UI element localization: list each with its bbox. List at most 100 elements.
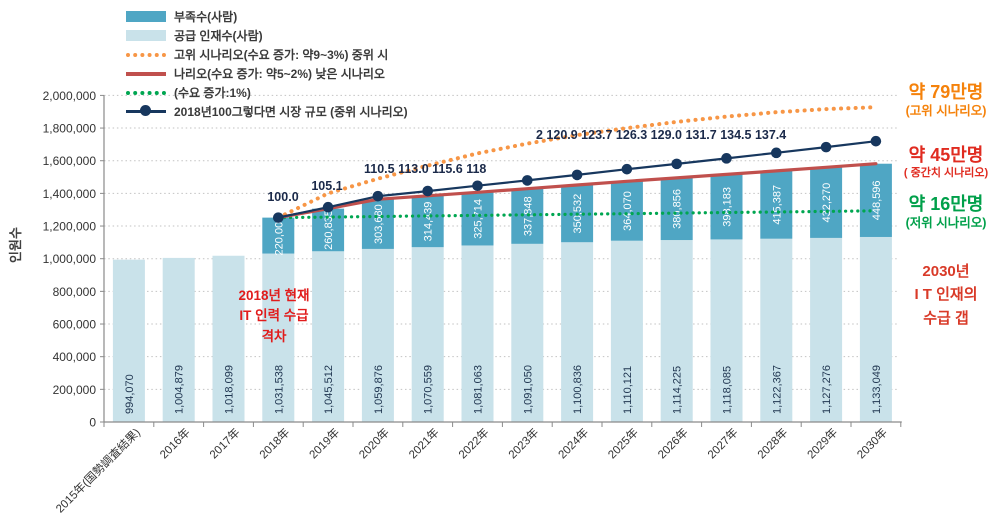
x-tick-label: 2022年 [455, 425, 491, 461]
supply-bar [859, 236, 892, 422]
y-tick-label: 1,200,000 [43, 220, 97, 234]
market-index-marker [322, 201, 334, 213]
market-index-marker [571, 169, 583, 181]
annotation-gap-mid: 약 45만명 ( 중간치 시나리오) [886, 145, 1006, 180]
market-index-marker [372, 190, 384, 202]
supply-bar-label: 1,045,512 [323, 365, 335, 414]
market-index-marker [671, 158, 682, 170]
gap-high-value: 약 79만명 [908, 82, 984, 102]
shortage-bar [710, 174, 743, 240]
high-scenario-line [276, 105, 878, 220]
supply-bar [112, 259, 145, 422]
supply-bar-label: 1,031,538 [273, 365, 285, 414]
shortage-bar [810, 167, 843, 238]
supply-bar [212, 255, 245, 422]
solid-red-legend-marker [126, 71, 166, 76]
annotation-line: 수급 갭 [923, 309, 969, 327]
annotation-gap-high: 약 79만명 (고위 시나리오) [886, 82, 1006, 119]
gap-mid-caption: ( 중간치 시나리오) [903, 166, 989, 179]
supply-bar [511, 243, 544, 422]
supply-bar-label: 1,004,879 [174, 365, 186, 414]
gap-low-value: 약 16만명 [908, 194, 984, 214]
y-tick-label: 400,000 [53, 350, 97, 364]
y-tick-label: 1,600,000 [43, 154, 97, 168]
shortage-bar-label: 364,070 [622, 191, 634, 231]
shortage-bar-label: 380,856 [672, 189, 684, 229]
legend-item-label: 2018년100그렇다면 시장 규모 (중위 시나리오) [174, 105, 408, 119]
supply-bar [411, 247, 444, 422]
supply-bar [760, 238, 793, 422]
legend-item: 2018년100그렇다면 시장 규모 (중위 시나리오) [126, 102, 408, 121]
legend-item: 부족수(사람) [126, 7, 408, 26]
shortage-bar [262, 217, 295, 254]
supply-bar-label: 1,070,559 [423, 365, 435, 414]
supply-bar-label: 1,018,099 [224, 365, 236, 414]
annotation-line: 격차 [261, 328, 287, 344]
line-navy-legend-marker [126, 106, 166, 116]
shortage-bar-label: 448,596 [871, 180, 883, 220]
x-tick-label: 2017年 [206, 425, 242, 461]
dot-green-legend-marker [126, 90, 166, 95]
y-tick-label: 800,000 [53, 285, 97, 299]
market-index-marker [422, 185, 434, 197]
legend-item-label: (수요 증가:1%) [174, 86, 251, 100]
shortage-bar-label: 220,000 [273, 216, 285, 256]
gap-high-caption: (고위 시나리오) [905, 103, 987, 118]
supply-bar-label: 1,081,063 [473, 365, 485, 414]
market-index-marker [472, 180, 483, 192]
gap-low-caption: (저위 시나리오) [905, 215, 987, 230]
x-tick-label: 2016年 [157, 425, 193, 461]
shortage-bar-label: 432,270 [821, 183, 833, 223]
x-tick-label: 2029年 [804, 425, 840, 461]
annotation-gap-low: 약 16만명 (저위 시나리오) [886, 194, 1006, 231]
market-index-marker [522, 175, 533, 186]
annotation-2030-gap: 2030년 I T 인재의 수급 갭 [886, 260, 1006, 330]
supply-bar [361, 248, 394, 422]
supply-bar [162, 257, 195, 422]
annotation-line: 2018년 현재 [238, 288, 310, 303]
supply-bar [262, 253, 295, 422]
market-index-marker [820, 141, 832, 153]
annotation-line: I T 인재의 [914, 286, 978, 304]
annotation-2018-gap: 2018년 현재 IT 인력 수급 격차 [218, 286, 330, 347]
shortage-bar [411, 195, 444, 248]
shortage-bar [610, 181, 643, 241]
y-tick-label: 1,400,000 [43, 187, 97, 201]
shortage-bar-label: 314,439 [423, 202, 435, 242]
annotation-line: 2030년 [922, 263, 970, 280]
chart-legend: 부족수(사람) 공급 인재수(사람) 고위 시나리오(수요 증가: 약9~3%) 중… [126, 7, 408, 121]
supply-bar-label: 1,059,876 [373, 365, 385, 414]
index-value-label: 105.1 [311, 179, 342, 193]
shortage-bar-label: 303,680 [373, 204, 385, 244]
x-tick-label: 2023年 [505, 425, 541, 461]
y-tick-label: 2,000,000 [43, 89, 97, 103]
shortage-bar [859, 163, 892, 237]
legend-item-label: 부족수(사람) [174, 10, 238, 24]
supply-bar-label: 1,100,836 [572, 365, 584, 414]
bar-supply-legend-marker [126, 30, 166, 41]
legend-item-label: 공급 인재수(사람) [174, 29, 263, 43]
y-tick-label: 600,000 [53, 318, 97, 332]
x-tick-label: 2028年 [754, 425, 790, 461]
supply-bar-label: 1,114,225 [672, 366, 684, 414]
shortage-bar [760, 170, 793, 239]
market-index-marker [870, 135, 882, 147]
legend-item: 공급 인재수(사람) [126, 26, 408, 45]
index-value-label: 110.5 113.0 115.6 118 [364, 162, 486, 176]
gap-mid-value: 약 45만명 [908, 145, 984, 165]
supply-bar-label: 1,122,367 [771, 365, 783, 414]
market-index-marker [721, 153, 732, 164]
supply-bar [610, 240, 643, 422]
y-axis-title: 인원수 [8, 227, 23, 263]
supply-bar-label: 994,070 [124, 374, 136, 414]
supply-bar [461, 245, 494, 422]
legend-item-label: 나리오(수요 증가: 약5~2%) 낮은 시나리오 [174, 67, 385, 81]
legend-item: (수요 증가:1%) [126, 83, 408, 102]
x-tick-label: 2025年 [605, 425, 641, 461]
y-tick-label: 1,000,000 [43, 252, 97, 266]
y-tick-label: 1,800,000 [43, 122, 97, 136]
x-tick-label: 2027年 [704, 425, 740, 461]
market-index-marker [273, 212, 284, 223]
supply-bar [660, 240, 693, 422]
x-tick-label: 2019年 [306, 425, 342, 461]
